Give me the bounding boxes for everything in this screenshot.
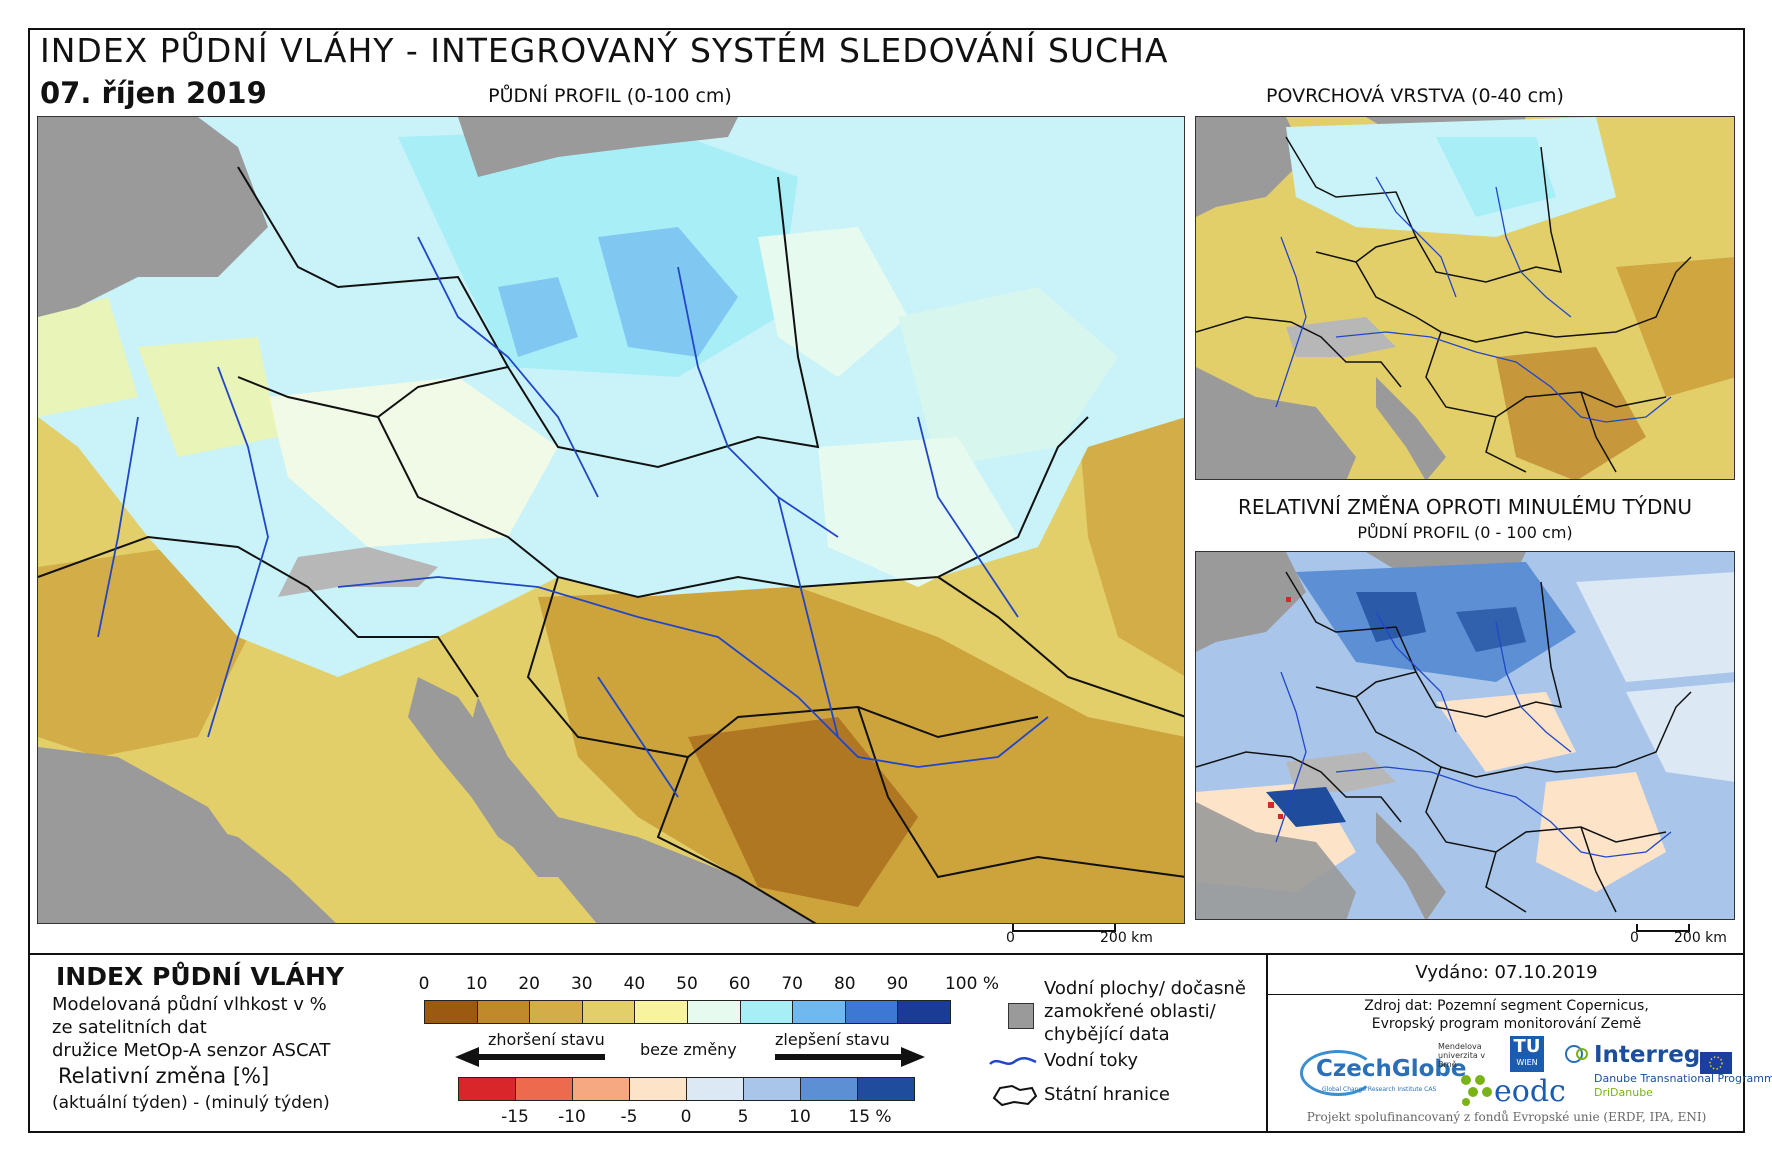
water-label-1: Vodní plochy/ dočasně	[1044, 978, 1246, 999]
issued-date: Vydáno: 07.10.2019	[1415, 962, 1598, 983]
index-swatch	[581, 1000, 636, 1024]
source-line-1: Zdroj dat: Pozemní segment Copernicus,	[1364, 998, 1649, 1014]
borders-label: Státní hranice	[1044, 1084, 1170, 1105]
better-label: zlepšení stavu	[775, 1030, 890, 1049]
rivers-label: Vodní toky	[1044, 1050, 1138, 1071]
change-swatch	[515, 1077, 573, 1101]
info-separator	[1266, 953, 1268, 1133]
surface-layer-map	[1195, 116, 1735, 480]
change-arrow	[455, 1047, 925, 1067]
map-date: 07. říjen 2019	[40, 76, 267, 110]
change-tick-label: -10	[558, 1107, 586, 1127]
change-swatch	[686, 1077, 744, 1101]
change-swatch	[857, 1077, 915, 1101]
tu-wien-logo: TU WIEN	[1510, 1036, 1544, 1072]
surface-map-label: POVRCHOVÁ VRSTVA (0-40 cm)	[1266, 85, 1564, 107]
legend-desc-1: Modelovaná půdní vlhkost v %	[52, 994, 327, 1015]
issued-separator	[1266, 994, 1745, 995]
change-tick-label: 5	[737, 1107, 749, 1127]
change-tick-label: -15	[501, 1107, 529, 1127]
index-tick-label: 20	[518, 974, 540, 994]
legend-separator	[28, 953, 1745, 955]
funding-note: Projekt spolufinancovaný z fondů Evropsk…	[1306, 1110, 1707, 1124]
main-map-label: PŮDNÍ PROFIL (0-100 cm)	[488, 85, 732, 107]
index-tick-label: 50	[676, 974, 698, 994]
page-title: INDEX PŮDNÍ VLÁHY - INTEGROVANÝ SYSTÉM S…	[40, 31, 1169, 70]
index-swatch	[687, 1000, 741, 1024]
legend-desc-3: družice MetOp-A senzor ASCAT	[52, 1040, 331, 1061]
eu-flag-icon	[1700, 1052, 1732, 1074]
source-line-2: Evropský program monitorování Země	[1371, 1016, 1642, 1032]
index-swatch	[844, 1000, 899, 1024]
change-tick-label: 0	[680, 1107, 692, 1127]
mendel-logo: Mendelova univerzita v Brně	[1438, 1042, 1486, 1069]
page-frame	[28, 28, 1745, 1133]
change-map-sublabel: PŮDNÍ PROFIL (0 - 100 cm)	[1357, 523, 1573, 542]
river-icon	[988, 1054, 1038, 1074]
change-legend-desc: (aktuální týden) - (minulý týden)	[52, 1093, 330, 1113]
index-swatch	[634, 1000, 688, 1024]
change-swatch	[800, 1077, 858, 1101]
index-tick-label: 80	[833, 974, 856, 994]
index-swatch	[897, 1000, 951, 1024]
index-tick-label: 60	[728, 974, 751, 994]
water-bodies-swatch	[1008, 1003, 1034, 1029]
legend-title: INDEX PŮDNÍ VLÁHY	[56, 962, 344, 991]
change-legend-title: Relativní změna [%]	[58, 1064, 270, 1088]
index-tick-label: 0	[418, 974, 430, 994]
change-map-label: RELATIVNÍ ZMĚNA OPROTI MINULÉMU TÝDNU	[1237, 495, 1692, 519]
no-change-label: beze změny	[640, 1040, 737, 1059]
mendel-dots-icon	[1458, 1072, 1500, 1110]
border-icon	[990, 1082, 1038, 1112]
index-tick-label: 70	[781, 974, 803, 994]
change-swatch	[629, 1077, 687, 1101]
index-tick-label: 40	[623, 974, 646, 994]
interreg-swirl-icon	[1565, 1045, 1588, 1063]
arrow-right-icon	[775, 1047, 925, 1067]
change-swatch	[743, 1077, 801, 1101]
index-swatch	[739, 1000, 794, 1024]
change-swatch	[458, 1077, 516, 1101]
change-swatch	[572, 1077, 630, 1101]
worse-label: zhoršení stavu	[488, 1030, 605, 1049]
main-soil-moisture-map	[37, 116, 1185, 924]
index-tick-label: 100 %	[944, 974, 999, 994]
change-tick-label: 10	[789, 1107, 811, 1127]
index-tick-label: 30	[570, 974, 593, 994]
main-scale-bar: 0 200 km	[1000, 924, 1200, 946]
index-tick-label: 90	[886, 974, 909, 994]
index-swatch	[424, 1000, 478, 1024]
relative-change-map	[1195, 551, 1735, 920]
index-swatch	[529, 1000, 583, 1024]
water-label-3: chybějící data	[1044, 1024, 1170, 1045]
index-tick-label: 10	[465, 974, 488, 994]
index-swatch	[792, 1000, 846, 1024]
eodc-logo: eodc	[1494, 1074, 1566, 1109]
change-tick-label: 15 %	[848, 1107, 892, 1127]
small-scale-bar: 0 200 km	[1630, 924, 1740, 946]
water-label-2: zamokřené oblasti/	[1044, 1001, 1216, 1022]
index-swatch	[476, 1000, 531, 1024]
legend-desc-2: ze satelitních dat	[52, 1017, 207, 1038]
arrow-left-icon	[455, 1047, 605, 1067]
change-tick-label: -5	[620, 1107, 638, 1127]
